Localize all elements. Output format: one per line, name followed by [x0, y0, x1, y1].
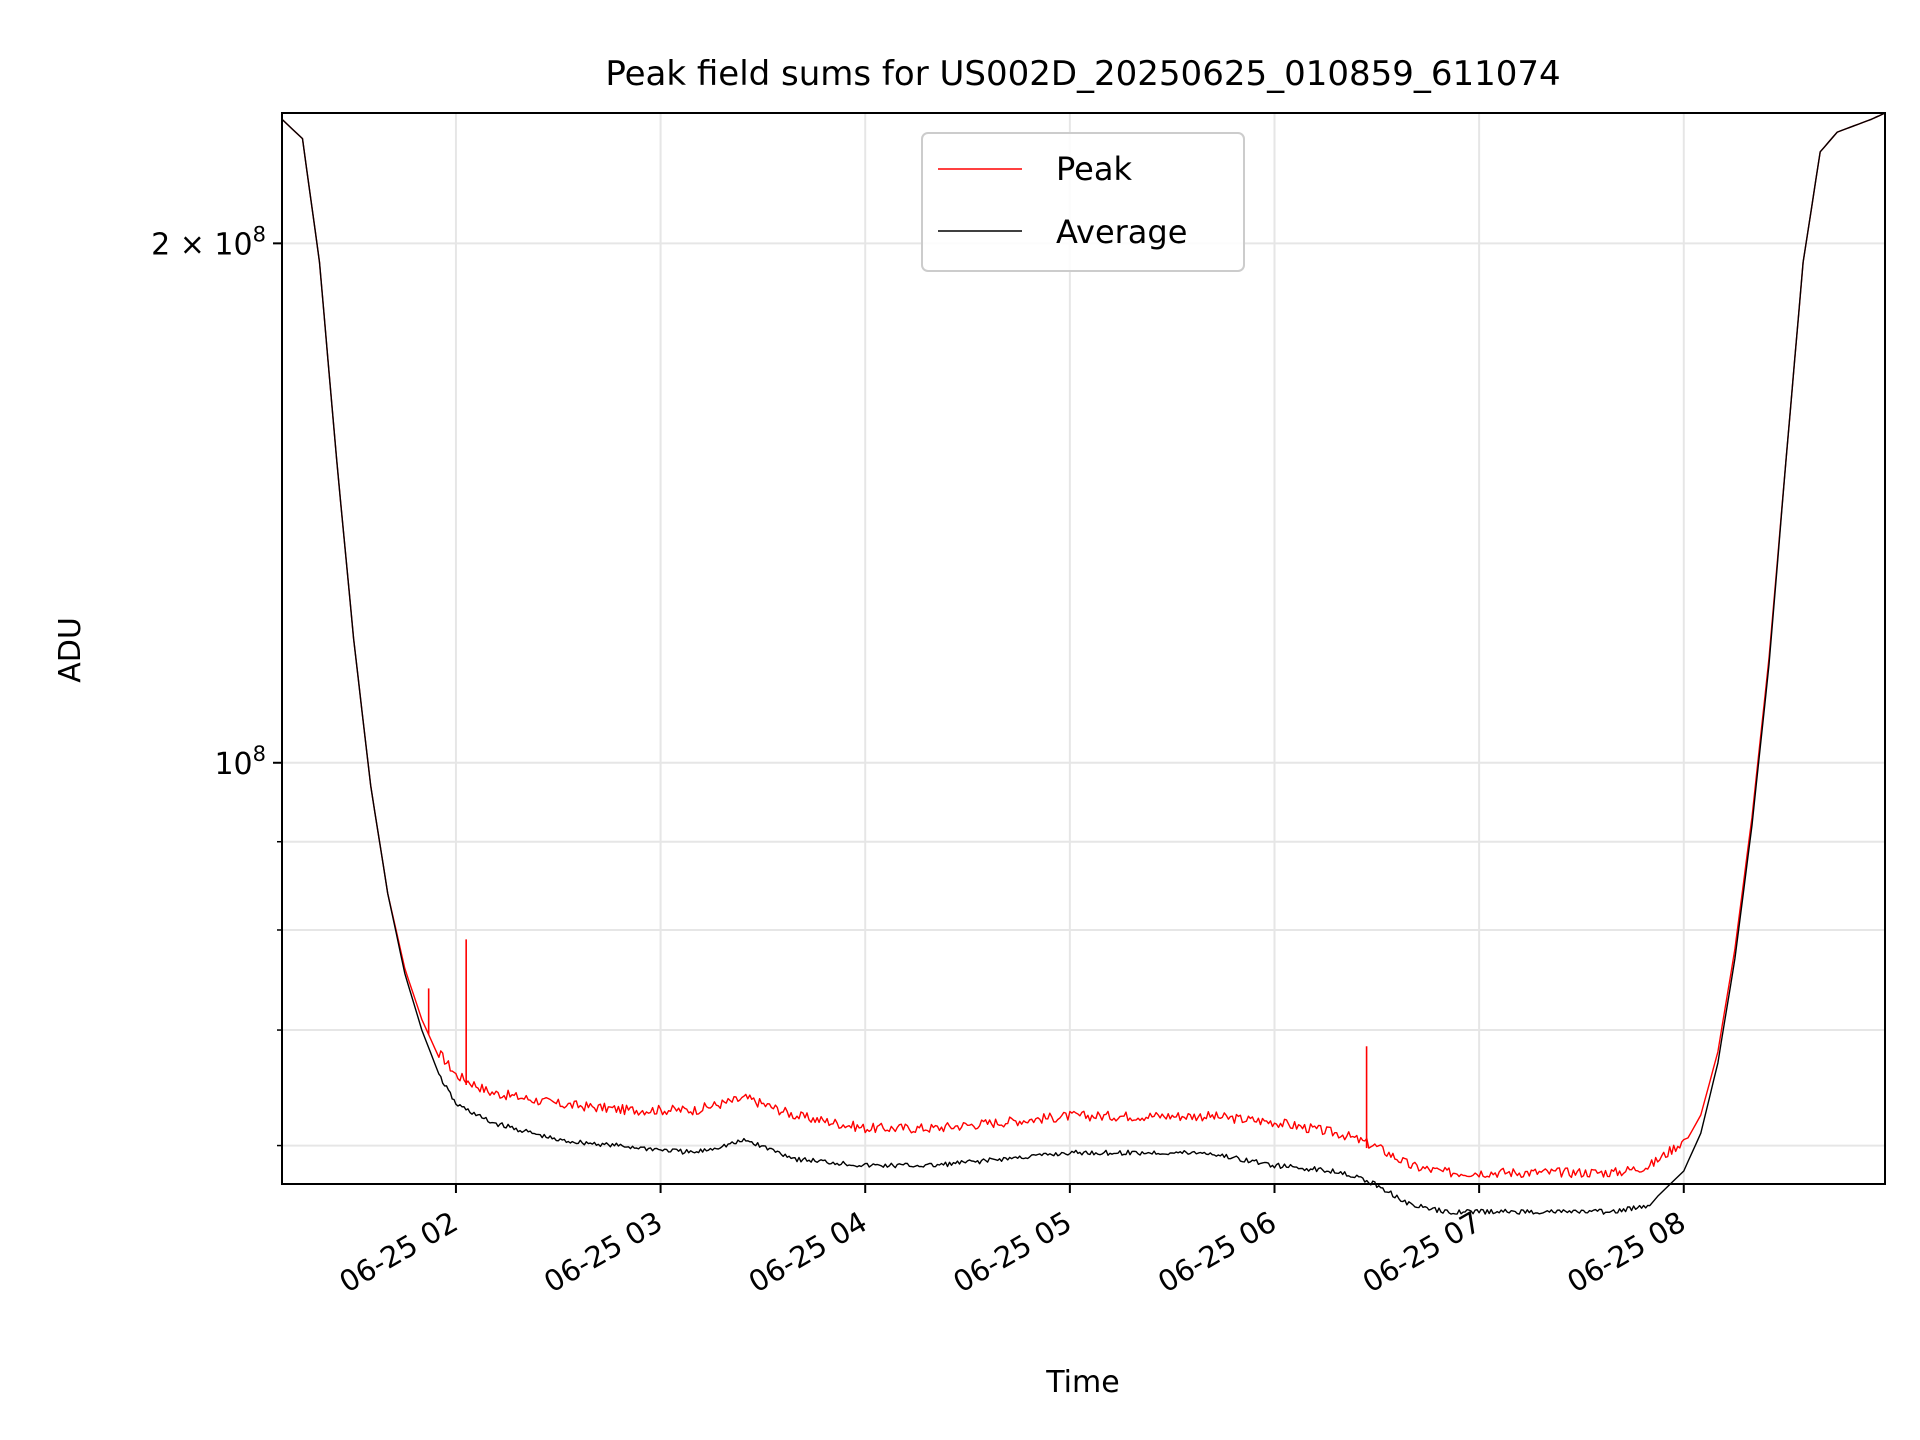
- plot-area-frame: [281, 112, 1886, 1185]
- chart-title: Peak field sums for US002D_20250625_0108…: [605, 54, 1560, 94]
- y-axis-label: ADU: [53, 617, 88, 683]
- legend-label-average: Average: [1056, 213, 1187, 251]
- legend: Peak Average: [921, 132, 1245, 272]
- x-axis-label: Time: [1045, 1365, 1119, 1400]
- legend-box: [921, 132, 1245, 272]
- grid-lines: [282, 113, 1885, 1184]
- legend-label-peak: Peak: [1056, 150, 1132, 188]
- series-line-average: [281, 112, 1886, 1215]
- y-tick-label: 108: [214, 742, 266, 782]
- series-lines: [281, 112, 1886, 1215]
- series-line-peak: [281, 112, 1886, 1179]
- y-tick-label: 2 × 108: [151, 222, 266, 262]
